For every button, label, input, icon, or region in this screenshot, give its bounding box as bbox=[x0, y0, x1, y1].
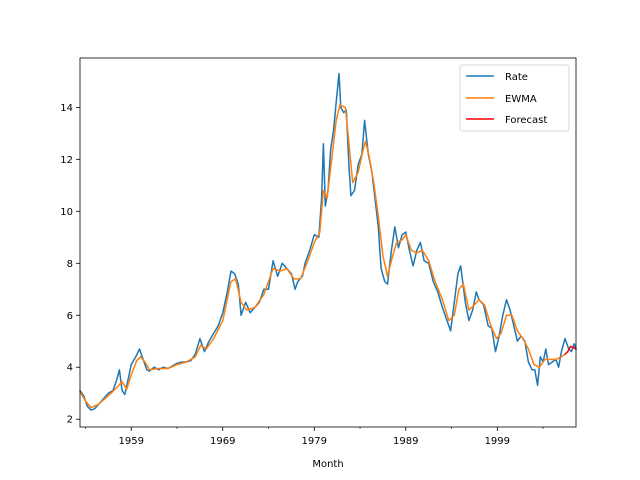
x-tick-label: 1979 bbox=[302, 436, 327, 447]
y-tick-label: 6 bbox=[67, 311, 73, 322]
plot-lines bbox=[79, 72, 577, 411]
legend: Rate EWMA Forecast bbox=[459, 64, 570, 132]
plot-frame bbox=[79, 57, 577, 428]
y-tick-label: 8 bbox=[67, 259, 73, 270]
x-tick-label: 1999 bbox=[485, 436, 510, 447]
y-tick-label: 12 bbox=[60, 155, 73, 166]
y-tick-label: 14 bbox=[60, 103, 73, 114]
legend-label-rate: Rate bbox=[505, 72, 528, 83]
legend-label-ewma: EWMA bbox=[505, 94, 537, 105]
x-tick-label: 1989 bbox=[393, 436, 418, 447]
x-axis-title: Month bbox=[312, 459, 343, 470]
y-tick-label: 2 bbox=[67, 415, 73, 426]
y-axis-ticks: 2 4 6 8 10 12 14 bbox=[60, 103, 80, 426]
y-tick-label: 4 bbox=[67, 363, 73, 374]
series-line-ewma bbox=[79, 104, 566, 409]
series-line-forecast bbox=[564, 345, 577, 355]
legend-label-forecast: Forecast bbox=[505, 115, 547, 126]
x-tick-label: 1959 bbox=[119, 436, 144, 447]
x-tick-label: 1969 bbox=[210, 436, 235, 447]
legend-box bbox=[459, 64, 570, 132]
y-tick-label: 10 bbox=[60, 207, 73, 218]
